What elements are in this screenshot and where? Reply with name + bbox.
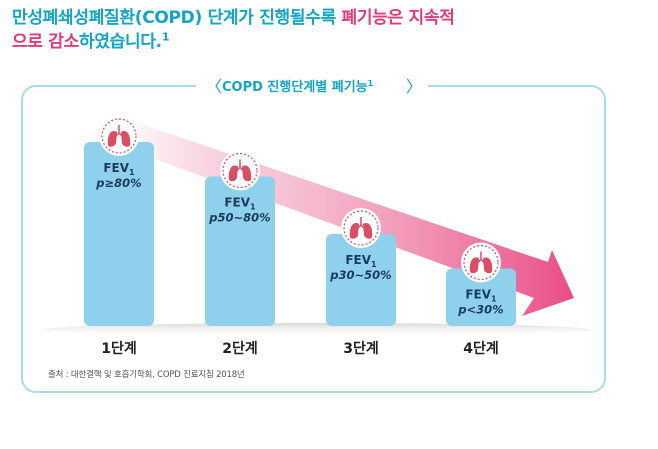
bar-3: [326, 234, 396, 326]
lung-badge-ring-2: [222, 152, 258, 189]
panel-title-bracket-right: 〉: [406, 77, 422, 96]
lung-icon-3: [349, 217, 373, 239]
lung-icon-1: [107, 125, 131, 147]
headline-part2: 하였습니다.: [78, 32, 162, 52]
bar-label-range-4: p<30%: [457, 303, 503, 317]
lung-badge-4: [461, 242, 501, 283]
lung-badge-3: [341, 208, 381, 248]
lung-badge-ring-4: [463, 244, 499, 281]
bar-label-metric-4: FEV1: [465, 288, 497, 304]
lung-badge-2: [220, 150, 260, 191]
lung-left-2: [228, 165, 238, 182]
lung-right-3: [363, 223, 373, 239]
panel-title: COPD 진행단계별 폐기능1: [222, 79, 374, 95]
bar-label-range-2: p50~80%: [208, 211, 270, 225]
floor-shadow: [43, 323, 593, 337]
bar-label-metric-2: FEV1: [224, 196, 256, 212]
bar-2: [205, 176, 275, 326]
lung-icon-2: [228, 159, 252, 182]
lung-icon-4: [469, 251, 493, 274]
bar-label-metric-1: FEV1: [103, 161, 135, 177]
category-label-1: 1단계: [101, 340, 137, 357]
headline-footnote: 1: [161, 30, 170, 44]
lung-right-4: [483, 257, 493, 274]
bar-label-range-1: p≥80%: [95, 176, 141, 190]
category-label-4: 4단계: [463, 340, 499, 357]
category-label-3: 3단계: [343, 340, 379, 357]
lung-left-4: [469, 257, 479, 274]
category-label-2: 2단계: [222, 340, 258, 357]
bar-1: [84, 142, 154, 326]
bar-4: [446, 268, 516, 326]
lung-badge-ring-3: [343, 210, 379, 246]
source-note: 출처 : 대한결핵 및 호흡기학회, COPD 진료지침 2018년: [48, 370, 245, 380]
category-labels: 1단계 2단계 3단계 4단계: [101, 340, 499, 357]
lung-badge-ring-1: [101, 118, 137, 154]
panel-title-bracket-left: 〈: [206, 77, 222, 96]
headline-highlight1: 폐기능은 지속적: [341, 8, 455, 28]
lung-left-1: [107, 131, 117, 147]
panel-title-bg: [196, 74, 428, 98]
bar-label-range-3: p30~50%: [329, 268, 391, 282]
lung-right-1: [121, 131, 131, 147]
headline-part1: 만성폐쇄성폐질환(COPD) 단계가 진행될수록: [12, 8, 342, 28]
lung-badge-1: [99, 116, 139, 156]
lung-left-3: [349, 223, 359, 239]
bar-label-metric-3: FEV1: [345, 253, 377, 269]
headline-highlight2: 으로 감소: [12, 32, 79, 52]
lung-right-2: [242, 165, 252, 182]
